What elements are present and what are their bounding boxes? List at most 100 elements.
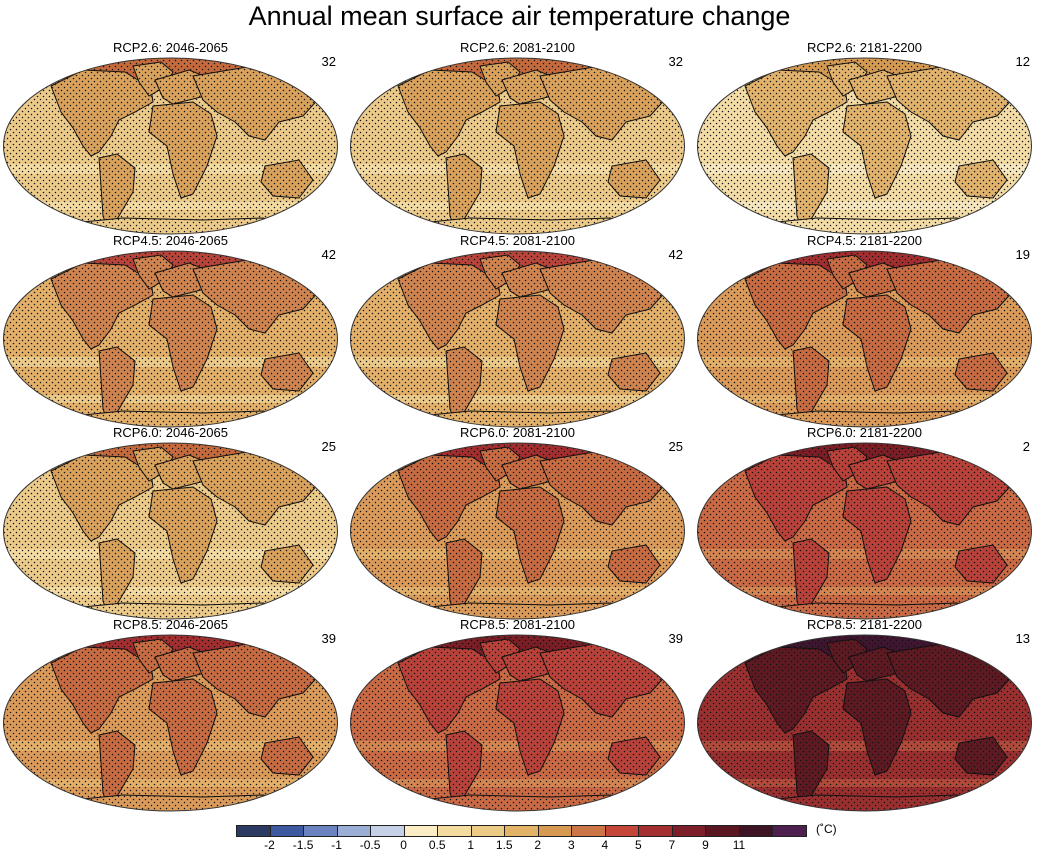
colorbar-tick-label: -2 bbox=[264, 838, 275, 852]
panel-title: RCP8.5: 2081-2100 bbox=[460, 617, 575, 632]
colorbar-swatch bbox=[336, 825, 372, 837]
colorbar-swatch bbox=[772, 825, 807, 837]
significance-stippling bbox=[350, 251, 685, 427]
world-map bbox=[697, 634, 1032, 812]
map-panel: RCP8.5: 2181-2200 13 bbox=[697, 617, 1039, 813]
world-map bbox=[3, 634, 338, 812]
world-map bbox=[350, 57, 685, 235]
colorbar-swatch bbox=[303, 825, 338, 837]
colorbar-swatch bbox=[470, 825, 506, 837]
panel-title: RCP6.0: 2081-2100 bbox=[460, 425, 575, 440]
model-count: 32 bbox=[668, 54, 683, 69]
colorbar-swatch bbox=[236, 825, 271, 837]
colorbar-tick-label: 3 bbox=[567, 838, 575, 852]
world-map bbox=[350, 442, 685, 620]
colorbar-swatch bbox=[671, 825, 707, 837]
map-border bbox=[3, 250, 338, 428]
colorbar-tick-label: 1.5 bbox=[495, 838, 513, 852]
colorbar-swatch bbox=[437, 825, 472, 837]
panel-title: RCP4.5: 2046-2065 bbox=[113, 233, 228, 248]
map-border bbox=[697, 250, 1032, 428]
panel-title: RCP6.0: 2181-2200 bbox=[807, 425, 922, 440]
model-count: 32 bbox=[321, 54, 336, 69]
significance-stippling bbox=[3, 251, 338, 427]
map-border bbox=[697, 442, 1032, 620]
colorbar-tick-label: 7 bbox=[668, 838, 676, 852]
model-count: 42 bbox=[321, 247, 336, 262]
colorbar-tick-label: 5 bbox=[635, 838, 642, 852]
colorbar-tick-label: -1 bbox=[331, 838, 342, 852]
world-map bbox=[697, 250, 1032, 428]
colorbar bbox=[236, 825, 807, 837]
map-panel: RCP8.5: 2081-2100 39 bbox=[350, 617, 695, 813]
colorbar-swatch bbox=[571, 825, 606, 837]
colorbar-swatch bbox=[738, 825, 774, 837]
significance-stippling bbox=[3, 635, 338, 811]
model-count: 19 bbox=[1015, 247, 1030, 262]
model-count: 25 bbox=[668, 439, 683, 454]
significance-stippling bbox=[697, 443, 1032, 619]
figure-title: Annual mean surface air temperature chan… bbox=[248, 1, 791, 31]
colorbar-tick-label: -0.5 bbox=[359, 838, 381, 852]
model-count: 25 bbox=[321, 439, 336, 454]
map-panel: RCP4.5: 2181-2200 19 bbox=[697, 233, 1039, 429]
significance-stippling bbox=[697, 58, 1032, 234]
map-border bbox=[350, 57, 685, 235]
model-count: 13 bbox=[1015, 631, 1030, 646]
panel-title: RCP2.6: 2181-2200 bbox=[807, 40, 922, 55]
colorbar-swatch bbox=[504, 825, 539, 837]
model-count: 2 bbox=[1022, 439, 1030, 454]
significance-stippling bbox=[697, 251, 1032, 427]
panel-title: RCP4.5: 2181-2200 bbox=[807, 233, 922, 248]
map-border bbox=[3, 634, 338, 812]
map-panel: RCP4.5: 2081-2100 42 bbox=[350, 233, 695, 429]
world-map bbox=[350, 634, 685, 812]
significance-stippling bbox=[3, 58, 338, 234]
colorbar-tick-label: 9 bbox=[702, 838, 709, 852]
panel-title: RCP4.5: 2081-2100 bbox=[460, 233, 575, 248]
world-map bbox=[697, 57, 1032, 235]
world-map bbox=[3, 442, 338, 620]
colorbar-tick-label: 2 bbox=[534, 838, 542, 852]
world-map bbox=[697, 442, 1032, 620]
panel-title: RCP2.6: 2046-2065 bbox=[113, 40, 228, 55]
model-count: 39 bbox=[321, 631, 336, 646]
colorbar-swatch bbox=[537, 825, 573, 837]
world-map bbox=[3, 250, 338, 428]
map-panel: RCP8.5: 2046-2065 39 bbox=[3, 617, 348, 813]
panel-title: RCP6.0: 2046-2065 bbox=[113, 425, 228, 440]
colorbar-tick-label: 4 bbox=[601, 838, 609, 852]
significance-stippling bbox=[697, 635, 1032, 811]
map-panel: RCP2.6: 2046-2065 32 bbox=[3, 40, 348, 236]
map-panel: RCP4.5: 2046-2065 42 bbox=[3, 233, 348, 429]
colorbar-tick-label: 1 bbox=[467, 838, 475, 852]
map-border bbox=[3, 57, 338, 235]
colorbar-tick-label: -1.5 bbox=[292, 838, 314, 852]
map-panel: RCP6.0: 2046-2065 25 bbox=[3, 425, 348, 621]
significance-stippling bbox=[350, 58, 685, 234]
model-count: 42 bbox=[668, 247, 683, 262]
colorbar-swatch bbox=[370, 825, 405, 837]
map-border bbox=[350, 250, 685, 428]
map-panel: RCP2.6: 2081-2100 32 bbox=[350, 40, 695, 236]
map-border bbox=[3, 442, 338, 620]
map-border bbox=[350, 634, 685, 812]
colorbar-unit: (˚C) bbox=[816, 822, 837, 836]
map-border bbox=[697, 57, 1032, 235]
colorbar-tick-label: 0.5 bbox=[428, 838, 446, 852]
world-map bbox=[350, 250, 685, 428]
panel-title: RCP8.5: 2181-2200 bbox=[807, 617, 922, 632]
model-count: 39 bbox=[668, 631, 683, 646]
model-count: 12 bbox=[1015, 54, 1030, 69]
colorbar-tick-label: 11 bbox=[732, 838, 746, 852]
map-panel: RCP6.0: 2081-2100 25 bbox=[350, 425, 695, 621]
world-map bbox=[3, 57, 338, 235]
colorbar-tick-label: 0 bbox=[400, 838, 407, 852]
significance-stippling bbox=[350, 443, 685, 619]
map-border bbox=[697, 634, 1032, 812]
significance-stippling bbox=[350, 635, 685, 811]
map-border bbox=[350, 442, 685, 620]
map-panel: RCP2.6: 2181-2200 12 bbox=[697, 40, 1039, 236]
colorbar-swatch bbox=[604, 825, 640, 837]
panel-title: RCP8.5: 2046-2065 bbox=[113, 617, 228, 632]
